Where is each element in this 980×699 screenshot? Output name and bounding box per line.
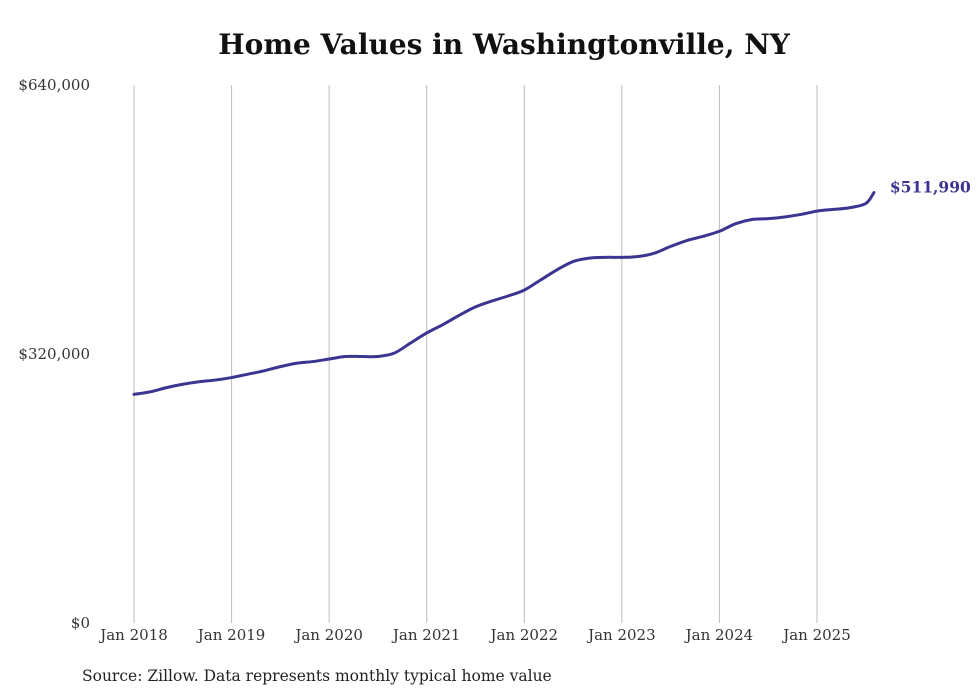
- x-tick-label: Jan 2023: [586, 626, 656, 644]
- series-line: [132, 191, 876, 396]
- x-axis-tick-labels: Jan 2018 Jan 2019 Jan 2020 Jan 2021 Jan 2022…: [98, 626, 851, 644]
- y-tick-label: $640,000: [18, 76, 90, 94]
- x-tick-label: Jan 2025: [781, 626, 851, 644]
- x-tick-label: Jan 2019: [196, 626, 266, 644]
- chart-title: Home Values in Washingtonville, NY: [218, 28, 790, 61]
- series-group: [132, 191, 876, 396]
- y-tick-label: $0: [71, 614, 90, 632]
- y-tick-label: $320,000: [18, 345, 90, 363]
- x-tick-label: Jan 2024: [684, 626, 754, 644]
- y-axis-tick-labels: $0 $320,000 $640,000: [18, 76, 90, 632]
- x-gridlines: [133, 85, 818, 623]
- x-tick-label: Jan 2018: [98, 626, 168, 644]
- x-tick-label: Jan 2021: [391, 626, 461, 644]
- x-tick-label: Jan 2020: [293, 626, 363, 644]
- x-tick-label: Jan 2022: [488, 626, 558, 644]
- end-value-label: $511,990: [890, 178, 971, 197]
- source-note: Source: Zillow. Data represents monthly …: [82, 667, 552, 685]
